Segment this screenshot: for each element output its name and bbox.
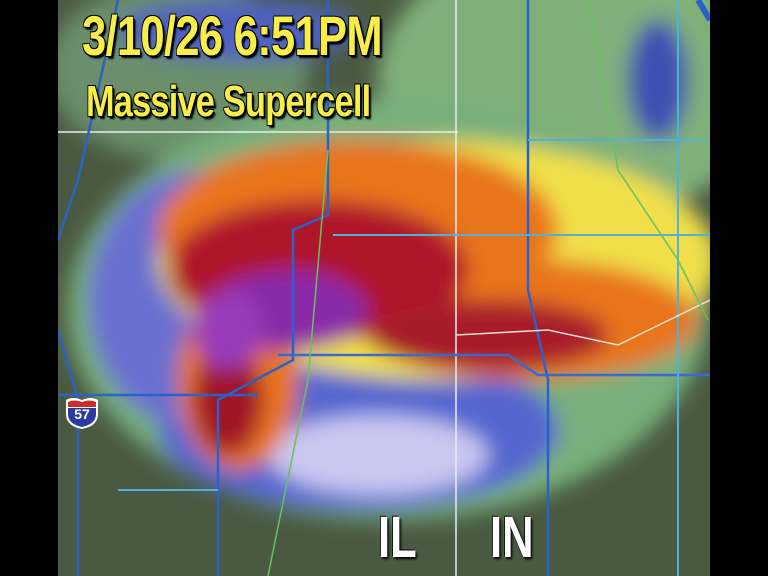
- radar-reflectivity-layer: [58, 0, 710, 576]
- datetime-caption: 3/10/26 6:51PM: [82, 4, 383, 67]
- state-label-in: IN: [490, 505, 534, 570]
- state-label-il: IL: [378, 505, 417, 570]
- headline-caption: Massive Supercell: [86, 77, 371, 126]
- roads: [58, 0, 710, 576]
- radar-map[interactable]: [58, 0, 710, 576]
- interstate-route-number: 57: [74, 406, 90, 422]
- interstate-shield-icon: [66, 398, 98, 429]
